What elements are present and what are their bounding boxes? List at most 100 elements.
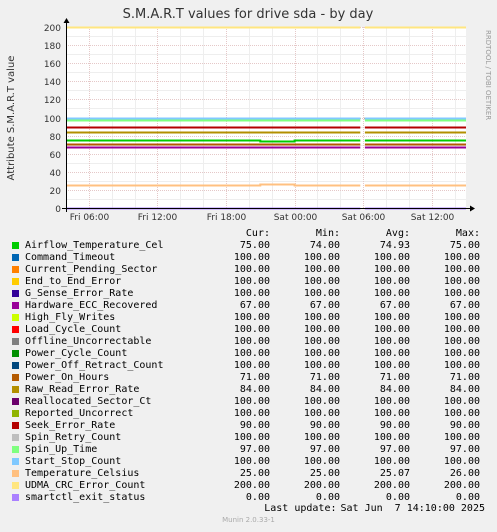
- legend-avg-value: 100.00: [373, 252, 410, 263]
- legend-cur-value: 100.00: [233, 324, 270, 335]
- legend-row: High_Fly_Writes 100.00 100.00 100.00 100.00: [10, 312, 480, 324]
- legend-max-value: 84.00: [449, 384, 480, 395]
- x-tick-labels: Fri 06:00 Fri 12:00 Fri 18:00 Sat 00:00 Sat …: [70, 213, 455, 223]
- legend-swatch: [12, 349, 19, 357]
- x-tick-label: Sat 00:00: [274, 213, 318, 223]
- legend-max-value: 100.00: [443, 348, 480, 359]
- legend-swatch: [12, 409, 19, 417]
- legend-series-name: Hardware_ECC_Recovered: [25, 300, 158, 311]
- legend-avg-value: 100.00: [373, 432, 410, 443]
- legend-max-value: 90.00: [449, 420, 480, 431]
- x-tick-label: Sat 06:00: [342, 213, 386, 223]
- y-tick-label: 200: [44, 24, 61, 34]
- legend-max-value: 100.00: [443, 312, 480, 323]
- legend-cur-value: 100.00: [233, 456, 270, 467]
- munin-version: Munin 2.0.33-1: [222, 516, 275, 524]
- legend-avg-value: 100.00: [373, 348, 410, 359]
- legend-row: Reallocated_Sector_Ct 100.00 100.00 100.00 1…: [10, 396, 480, 408]
- legend-row: End_to_End_Error 100.00 100.00 100.00 100.00: [10, 276, 480, 288]
- legend-header-cur: Cur:: [245, 228, 270, 239]
- legend-series-name: Offline_Uncorrectable: [25, 336, 152, 347]
- legend-row: UDMA_CRC_Error_Count 200.00 200.00 200.00 20…: [10, 480, 480, 492]
- legend-series-name: Seek_Error_Rate: [25, 420, 116, 431]
- legend-cur-value: 100.00: [233, 276, 270, 287]
- legend-min-value: 97.00: [309, 444, 340, 455]
- legend-swatch: [12, 337, 19, 345]
- legend-cur-value: 100.00: [233, 396, 270, 407]
- legend-max-value: 100.00: [443, 360, 480, 371]
- legend-min-value: 90.00: [309, 420, 340, 431]
- legend-cur-value: 75.00: [239, 240, 270, 251]
- legend-swatch: [12, 397, 19, 405]
- y-tick-label: 0: [55, 205, 61, 215]
- legend-max-value: 100.00: [443, 252, 480, 263]
- legend-cur-value: 100.00: [233, 312, 270, 323]
- legend-max-value: 100.00: [443, 396, 480, 407]
- legend-cur-value: 71.00: [239, 372, 270, 383]
- legend-series-name: Reallocated_Sector_Ct: [25, 396, 152, 407]
- legend-min-value: 200.00: [303, 480, 340, 491]
- legend-avg-value: 74.93: [379, 240, 410, 251]
- legend-body: Airflow_Temperature_Cel 75.00 74.00 74.93 75…: [10, 240, 480, 504]
- legend-series-name: Temperature_Celsius: [25, 468, 140, 479]
- legend-cur-value: 67.00: [239, 300, 270, 311]
- legend-cur-value: 97.00: [239, 444, 270, 455]
- legend-min-value: 0.00: [315, 492, 340, 503]
- legend-min-value: 100.00: [303, 396, 340, 407]
- legend-swatch: [12, 421, 19, 429]
- last-update-value: Sat Jun 7 14:10:00 2025: [340, 503, 486, 514]
- legend-min-value: 100.00: [303, 324, 340, 335]
- legend-avg-value: 100.00: [373, 264, 410, 275]
- legend-header-avg: Avg:: [385, 228, 410, 239]
- legend-cur-value: 100.00: [233, 348, 270, 359]
- legend-row: Load_Cycle_Count 100.00 100.00 100.00 100.00: [10, 324, 480, 336]
- y-tick-label: 100: [44, 115, 61, 125]
- legend-avg-value: 200.00: [373, 480, 410, 491]
- legend-series-name: Current_Pending_Sector: [25, 264, 158, 275]
- legend-swatch: [12, 373, 19, 381]
- legend-min-value: 100.00: [303, 252, 340, 263]
- legend-cur-value: 100.00: [233, 336, 270, 347]
- legend-row: Command_Timeout 100.00 100.00 100.00 100.00: [10, 252, 480, 264]
- legend-series-name: Power_On_Hours: [25, 372, 110, 383]
- legend-row: Current_Pending_Sector 100.00 100.00 100.00…: [10, 264, 480, 276]
- legend-cur-value: 200.00: [233, 480, 270, 491]
- legend-max-value: 0.00: [455, 492, 480, 503]
- axes: [62, 18, 475, 212]
- y-tick-label: 80: [50, 133, 62, 143]
- legend-header-min: Min:: [315, 228, 340, 239]
- legend-series-name: Spin_Up_Time: [25, 444, 98, 455]
- legend-avg-value: 25.07: [379, 468, 410, 479]
- series-line-temperature-celsius: [66, 183, 361, 187]
- legend-max-value: 100.00: [443, 432, 480, 443]
- last-update-label: Last update:: [264, 503, 337, 514]
- last-update: Last update: Sat Jun 7 14:10:00 2025: [260, 503, 485, 514]
- chart-title: S.M.A.R.T values for drive sda - by day: [123, 7, 374, 22]
- legend-cur-value: 0.00: [245, 492, 270, 503]
- x-tick-label: Sat 12:00: [411, 213, 455, 223]
- legend-row: Raw_Read_Error_Rate 84.00 84.00 84.00 84.00: [10, 384, 480, 396]
- legend-series-name: G_Sense_Error_Rate: [25, 288, 134, 299]
- legend-series-name: Power_Off_Retract_Count: [25, 360, 164, 371]
- legend-swatch: [12, 277, 19, 285]
- legend-avg-value: 100.00: [373, 288, 410, 299]
- legend-min-value: 100.00: [303, 336, 340, 347]
- legend-avg-value: 100.00: [373, 324, 410, 335]
- y-tick-label: 140: [44, 78, 61, 88]
- rrdtool-watermark: RRDTOOL / TOBI OETIKER: [484, 30, 492, 120]
- y-tick-labels: 0 20 40 60 80 100 120 140 160 180 200: [44, 24, 61, 215]
- y-tick-label: 120: [44, 96, 61, 106]
- legend-series-name: Airflow_Temperature_Cel: [25, 240, 164, 251]
- y-tick-label: 180: [44, 42, 61, 52]
- legend-avg-value: 100.00: [373, 408, 410, 419]
- legend-swatch: [12, 289, 19, 297]
- legend-cur-value: 100.00: [233, 252, 270, 263]
- legend-max-value: 75.00: [449, 240, 480, 251]
- legend-min-value: 100.00: [303, 360, 340, 371]
- legend-cur-value: 90.00: [239, 420, 270, 431]
- x-axis-arrow: [470, 205, 475, 212]
- legend-series-name: Reported_Uncorrect: [25, 408, 134, 419]
- legend-row: Power_Off_Retract_Count 100.00 100.00 100.0…: [10, 360, 480, 372]
- legend-cur-value: 100.00: [233, 432, 270, 443]
- legend-avg-value: 0.00: [385, 492, 410, 503]
